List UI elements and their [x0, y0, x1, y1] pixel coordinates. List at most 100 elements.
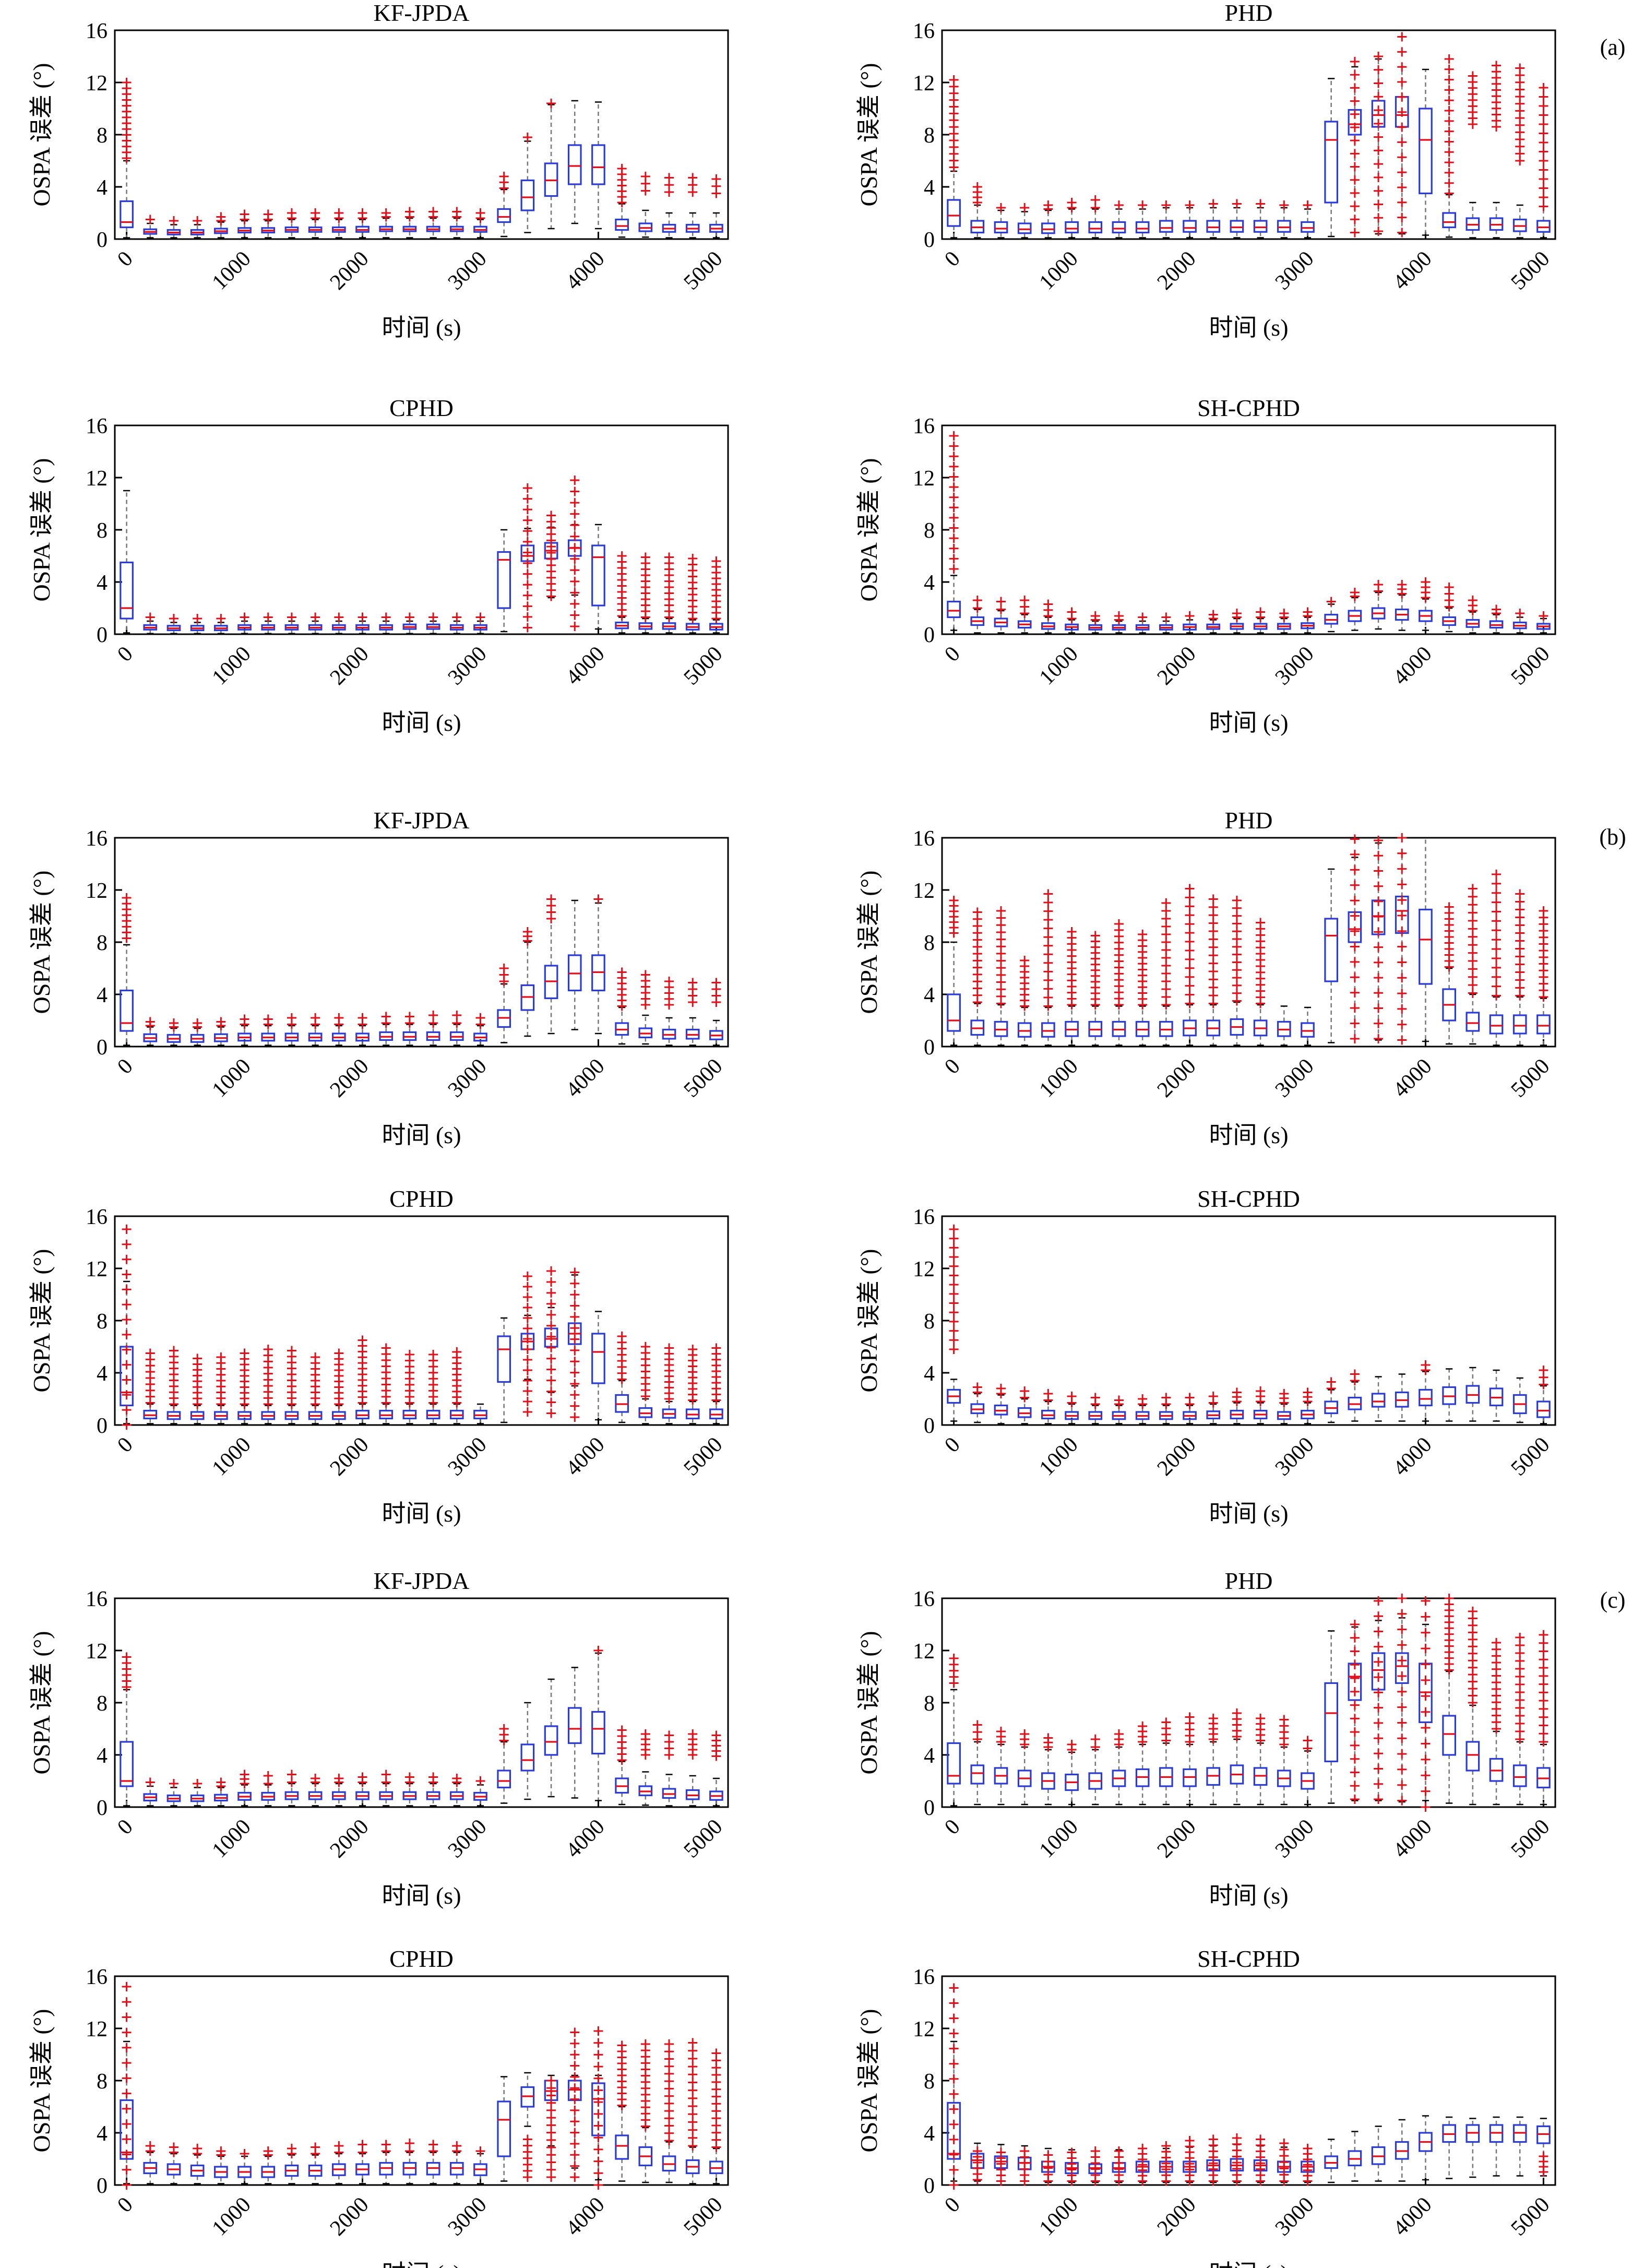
box-1200: [1088, 611, 1103, 634]
box-1200: [1088, 195, 1103, 239]
outlier-marker: [1090, 195, 1100, 205]
outlier-marker: [1468, 71, 1478, 81]
box-800: [214, 2146, 228, 2184]
box-200: [970, 1720, 985, 1806]
box-iqr: [947, 1742, 961, 1785]
y-tick-label: 16: [913, 827, 935, 851]
outlier-marker: [711, 556, 721, 566]
box-4000: [1419, 1360, 1433, 1422]
outlier-marker: [949, 1316, 959, 1326]
outlier-marker: [1326, 1377, 1336, 1387]
outlier-marker: [1350, 1003, 1360, 1013]
x-tick-label: 0: [940, 247, 964, 271]
outlier-marker: [570, 486, 580, 496]
outlier-marker: [1185, 884, 1195, 894]
outlier-marker: [1208, 927, 1218, 936]
outlier-marker: [1539, 110, 1548, 120]
box-200: [143, 1777, 158, 1807]
box-1200: [261, 1014, 276, 1046]
outlier-marker: [1350, 1034, 1360, 1043]
box-400: [994, 2144, 1008, 2186]
box-1800: [1159, 898, 1173, 1046]
outlier-marker: [122, 1982, 132, 1991]
outlier-marker: [688, 2109, 698, 2119]
x-axis-label: 时间 (s): [1209, 1122, 1288, 1148]
outlier-marker: [358, 612, 367, 622]
outlier-marker: [522, 1397, 532, 1406]
x-tick-label: 2000: [326, 1054, 374, 1102]
chart-9: KF-JPDA 0 4 8 12 16 OSPA 误差 (°) 0 1000 2000 3000 40…: [28, 1568, 729, 1909]
outlier-marker: [949, 1252, 959, 1262]
outlier-marker: [688, 2125, 698, 2135]
x-tick-label: 5000: [680, 2193, 728, 2241]
box-4200: [615, 967, 629, 1045]
outlier-marker: [949, 1233, 959, 1243]
outlier-marker: [1444, 116, 1454, 126]
outlier-marker: [1374, 159, 1384, 169]
box-2800: [1277, 200, 1291, 239]
outlier-marker: [1397, 152, 1407, 162]
box-800: [214, 614, 228, 634]
outlier-marker: [1397, 122, 1407, 132]
x-tick-label: 1000: [1035, 642, 1083, 690]
outlier-marker: [949, 503, 959, 513]
x-tick-label: 5000: [1507, 1815, 1555, 1863]
y-axis-label: OSPA 误差 (°): [28, 2009, 55, 2153]
outlier-marker: [949, 1261, 959, 1271]
x-tick-label: 3000: [1271, 2193, 1319, 2241]
outlier-marker: [1138, 1394, 1148, 1404]
outlier-marker: [617, 164, 627, 173]
outlier-marker: [1539, 1630, 1548, 1640]
outlier-marker: [570, 1267, 580, 1277]
box-0: [947, 431, 961, 631]
y-tick-label: 16: [86, 414, 108, 438]
chart-4: SH-CPHD 0 4 8 12 16 OSPA 误差 (°) 0 1000 2000 3000 40…: [855, 395, 1556, 736]
x-tick-label: 0: [113, 2193, 137, 2217]
outlier-marker: [1185, 963, 1195, 973]
outlier-marker: [287, 1346, 296, 1356]
chart-12: SH-CPHD 0 4 8 12 16 OSPA 误差 (°) 0 1000 2000 3000 40…: [855, 1945, 1556, 2268]
outlier-marker: [570, 2094, 580, 2104]
outlier-marker: [640, 1729, 650, 1739]
box-1000: [1065, 198, 1079, 239]
outlier-marker: [522, 515, 532, 525]
x-tick-label: 1000: [1035, 1054, 1083, 1102]
outlier-marker: [570, 2050, 580, 2060]
box-2800: [449, 1347, 464, 1424]
outlier-marker: [949, 543, 959, 553]
outlier-marker: [1468, 916, 1478, 926]
box-400: [994, 1727, 1008, 1806]
box-5000: [1536, 1630, 1551, 1806]
box-3400: [1348, 1369, 1362, 1422]
box-4200: [615, 164, 629, 238]
outlier-marker: [358, 1335, 367, 1345]
box-4600: [662, 2039, 676, 2183]
outlier-marker: [1397, 957, 1407, 967]
outlier-marker: [1515, 609, 1525, 618]
box-4000: [591, 524, 605, 630]
y-tick-label: 12: [913, 2017, 935, 2041]
outlier-marker: [1067, 607, 1077, 617]
outlier-marker: [216, 1352, 226, 1362]
outlier-marker: [1303, 1387, 1313, 1397]
outlier-marker: [145, 1017, 155, 1027]
x-axis-label: 时间 (s): [1209, 2260, 1288, 2268]
outlier-marker: [1444, 178, 1454, 188]
outlier-marker: [287, 1770, 296, 1779]
plot-frame: [114, 1215, 729, 1426]
outlier-marker: [1374, 881, 1384, 891]
box-4400: [1466, 71, 1480, 239]
outlier-marker: [1350, 1795, 1360, 1804]
x-tick-label: 2000: [326, 247, 374, 295]
outlier-marker: [570, 1323, 580, 1333]
outlier-marker: [122, 1360, 132, 1370]
outlier-marker: [1539, 147, 1548, 157]
box-3200: [1324, 1377, 1339, 1423]
box-3600: [1371, 1376, 1386, 1422]
outlier-marker: [122, 2012, 132, 2022]
outlier-marker: [972, 596, 982, 605]
y-tick-label: 16: [913, 1965, 935, 1989]
x-tick-label: 1000: [208, 2193, 256, 2241]
outlier-marker: [1397, 1671, 1407, 1681]
box-1400: [1112, 1395, 1126, 1424]
